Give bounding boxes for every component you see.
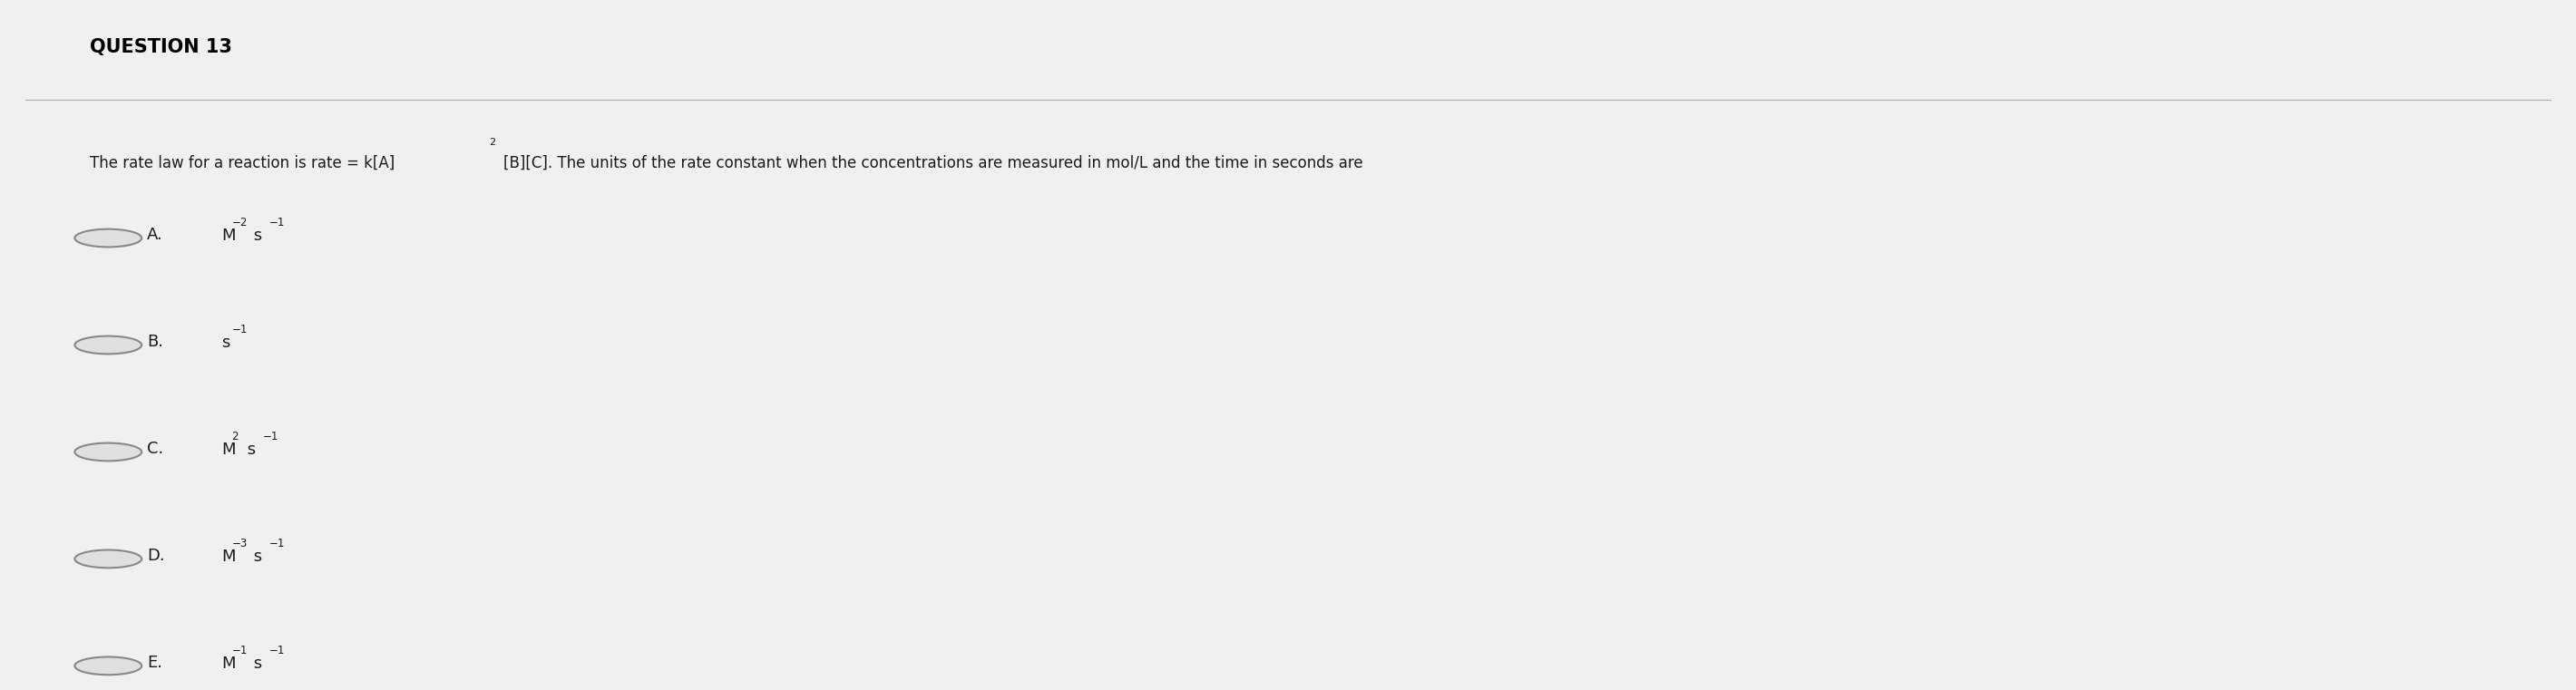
Text: M: M — [222, 549, 234, 565]
Circle shape — [75, 336, 142, 354]
Text: s: s — [250, 655, 263, 672]
Text: s: s — [222, 335, 229, 351]
Text: M: M — [222, 655, 234, 672]
Text: −1: −1 — [270, 644, 286, 657]
Text: −1: −1 — [270, 538, 286, 550]
Text: M: M — [222, 228, 234, 244]
Text: The rate law for a reaction is rate = k[A]: The rate law for a reaction is rate = k[… — [90, 155, 394, 172]
Circle shape — [75, 657, 142, 675]
Text: QUESTION 13: QUESTION 13 — [90, 38, 232, 56]
Text: −1: −1 — [232, 644, 247, 657]
Text: −3: −3 — [232, 538, 247, 550]
Text: M: M — [222, 442, 234, 458]
Text: −2: −2 — [232, 217, 247, 229]
Text: s: s — [242, 442, 255, 458]
Text: −1: −1 — [232, 324, 247, 336]
Circle shape — [75, 443, 142, 461]
Text: s: s — [250, 549, 263, 565]
Text: C.: C. — [147, 440, 162, 457]
Text: B.: B. — [147, 333, 162, 350]
Text: E.: E. — [147, 654, 162, 671]
Text: A.: A. — [147, 226, 162, 243]
Text: 2: 2 — [489, 138, 495, 147]
Circle shape — [75, 229, 142, 247]
Text: D.: D. — [147, 547, 165, 564]
Text: −1: −1 — [263, 431, 278, 443]
Text: [B][C]. The units of the rate constant when the concentrations are measured in m: [B][C]. The units of the rate constant w… — [505, 155, 1363, 172]
Text: 2: 2 — [232, 431, 240, 443]
Text: s: s — [250, 228, 263, 244]
Circle shape — [75, 550, 142, 568]
Text: −1: −1 — [270, 217, 286, 229]
